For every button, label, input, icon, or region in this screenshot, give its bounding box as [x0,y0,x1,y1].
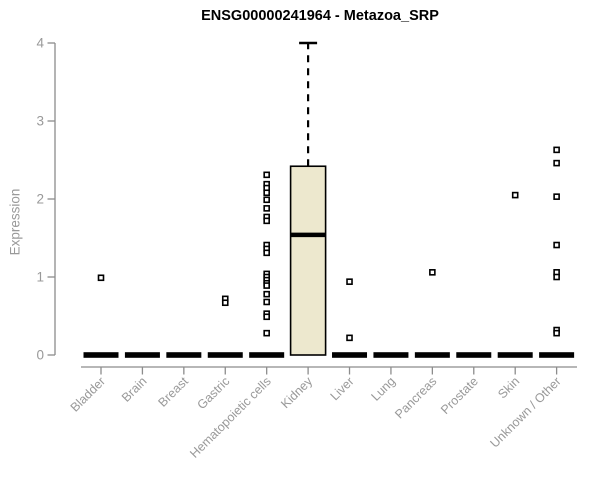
outlier-point [553,329,560,337]
collapsed-box [207,352,243,358]
collapsed-box [83,352,119,358]
collapsed-box [166,352,202,358]
chart-title: ENSG00000241964 - Metazoa_SRP [201,8,439,24]
x-category-label: Pancreas [392,374,439,421]
outlier-point [263,298,270,306]
y-tick-label: 2 [36,192,44,207]
collapsed-box [414,352,450,358]
outlier-point [263,282,270,289]
outlier-point [511,191,519,199]
collapsed-box [249,352,285,358]
y-tick-label: 1 [36,270,44,285]
y-tick-label: 3 [36,114,44,129]
x-category-label: Prostate [438,374,481,417]
x-category-label: Gastric [194,374,232,412]
x-category-label: Skin [495,374,522,401]
y-tick-label: 4 [36,36,44,51]
box [289,165,327,356]
outlier-point [346,334,353,342]
outlier-point [263,196,270,204]
outlier-point [429,269,436,276]
x-category-label: Liver [328,374,357,403]
x-category-label: Unknown / Other [488,374,564,450]
outlier-point [97,274,105,282]
outlier-point [263,205,270,212]
outlier-point [346,278,353,285]
x-category-label: Lung [368,374,398,404]
x-category-label: Brain [119,374,150,405]
outlier-point [553,273,560,281]
outlier-point [263,329,270,337]
outlier-point [263,313,270,321]
outlier-point [263,290,270,298]
outlier-point [553,159,560,167]
collapsed-box [456,352,492,358]
collapsed-box [539,352,575,358]
outlier-point [221,299,229,307]
x-category-label: Kidney [278,374,315,411]
x-category-label: Breast [156,374,192,410]
collapsed-box [124,352,160,358]
outlier-point [553,146,560,154]
collapsed-box [373,352,409,358]
x-category-label: Hematopoietic cells [187,374,274,461]
outlier-point [263,189,270,197]
outlier-point [553,193,560,200]
outlier-point [263,217,270,225]
collapsed-box [497,352,533,358]
outlier-point [263,249,270,257]
y-tick-label: 0 [36,348,44,363]
collapsed-box [332,352,368,358]
outlier-point [553,241,560,249]
outlier-point [263,171,270,179]
x-category-label: Bladder [68,374,108,414]
